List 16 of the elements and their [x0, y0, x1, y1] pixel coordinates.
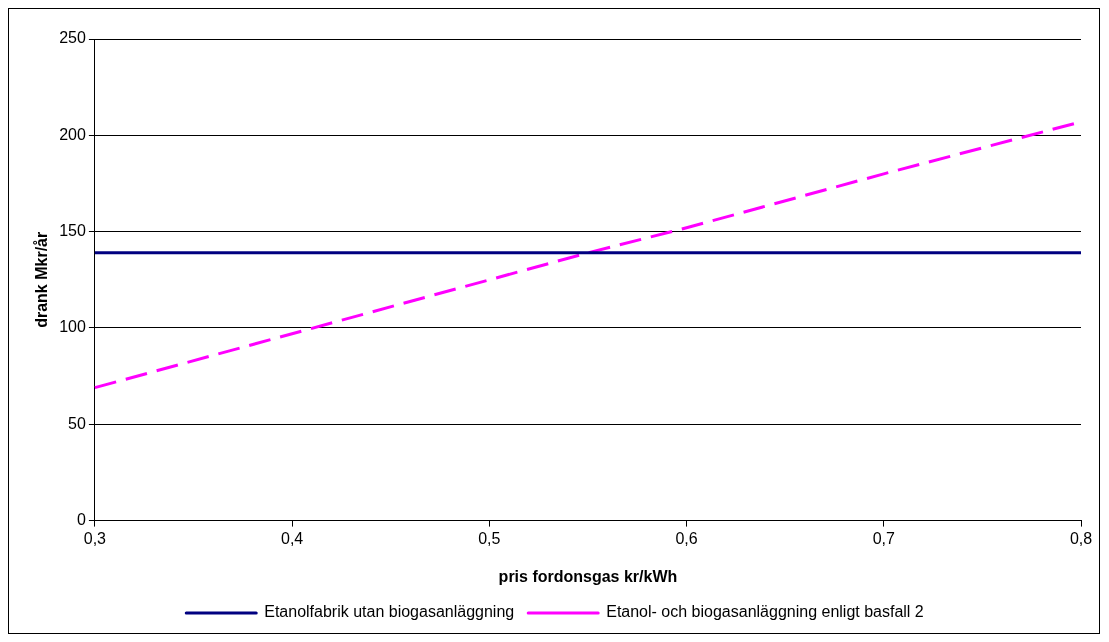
y-tick-label: 250	[59, 29, 86, 47]
y-tick-label: 200	[59, 125, 86, 143]
x-tick-label: 0,6	[675, 529, 698, 547]
x-axis-title: pris fordonsgas kr/kWh	[498, 567, 678, 585]
y-tick-label: 50	[68, 414, 86, 432]
legend-label: Etanolfabrik utan biogasanläggning	[264, 603, 515, 621]
legend-label: Etanol- och biogasanläggning enligt basfall 2	[606, 603, 924, 621]
y-tick-label: 0	[76, 511, 86, 529]
x-tick-label: 0,8	[1069, 529, 1093, 547]
y-tick-label: 150	[59, 222, 86, 240]
x-tick-label: 0,7	[872, 529, 895, 547]
y-tick-label: 100	[59, 318, 86, 336]
x-tick-label: 0,5	[478, 529, 501, 547]
x-tick-label: 0,4	[280, 529, 304, 547]
y-axis-title: drank Mkr/år	[33, 231, 51, 328]
x-tick-label: 0,3	[83, 529, 107, 547]
